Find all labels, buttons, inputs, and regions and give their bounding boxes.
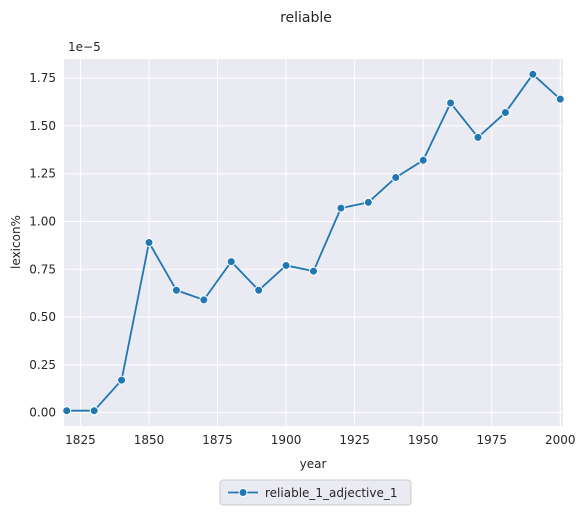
- data-point: [309, 266, 318, 276]
- data-point: [446, 98, 456, 108]
- data-point: [555, 94, 565, 104]
- data-point: [226, 257, 236, 267]
- x-tick-label: 1875: [202, 433, 233, 447]
- y-axis-label: lexicon%: [9, 215, 23, 269]
- y-tick-label: 1.00: [29, 214, 56, 228]
- data-point: [89, 406, 99, 416]
- x-tick-label: 1850: [134, 433, 165, 447]
- data-point: [254, 285, 264, 295]
- x-tick-label: 1925: [339, 433, 370, 447]
- legend-box: [219, 479, 412, 506]
- data-point: [363, 197, 373, 207]
- data-point: [391, 173, 401, 183]
- legend-marker-swatch: [238, 488, 248, 497]
- data-point: [528, 69, 538, 79]
- data-point: [199, 295, 209, 305]
- x-tick-label: 1900: [271, 433, 302, 447]
- grid-lines: [64, 59, 563, 426]
- y-tick-label: 0.50: [29, 310, 56, 324]
- data-point: [336, 203, 346, 213]
- y-tick-label: 0.75: [29, 262, 56, 276]
- data-point: [473, 132, 483, 142]
- data-point: [62, 406, 72, 416]
- x-tick-label: 1975: [476, 433, 507, 447]
- y-tick-label: 1.75: [29, 71, 56, 85]
- x-tick-label: 1825: [65, 433, 96, 447]
- data-point: [418, 155, 428, 165]
- legend-label: reliable_1_adjective_1: [265, 486, 398, 500]
- data-point: [144, 238, 154, 247]
- y-axis-scale-label: 1e−5: [68, 40, 101, 54]
- x-axis-label: year: [300, 457, 327, 471]
- data-point: [500, 108, 510, 118]
- series-layer: [62, 69, 565, 416]
- y-tick-label: 1.25: [29, 167, 56, 181]
- x-tick-label: 1950: [408, 433, 439, 447]
- x-tick-label: 2000: [545, 433, 576, 447]
- chart-title: reliable: [280, 10, 332, 26]
- y-tick-label: 0.25: [29, 358, 56, 372]
- y-tick-label: 1.50: [29, 119, 56, 133]
- plot-area: [64, 59, 563, 426]
- data-point: [117, 375, 127, 385]
- data-point: [171, 285, 181, 295]
- data-point: [281, 260, 291, 270]
- y-tick-label: 0.00: [29, 406, 56, 420]
- legend: reliable_1_adjective_1: [219, 479, 412, 506]
- tick-labels: 1825 1850 1875 1900 1925 1950 1975 2000 0.00 0.25…: [29, 71, 575, 447]
